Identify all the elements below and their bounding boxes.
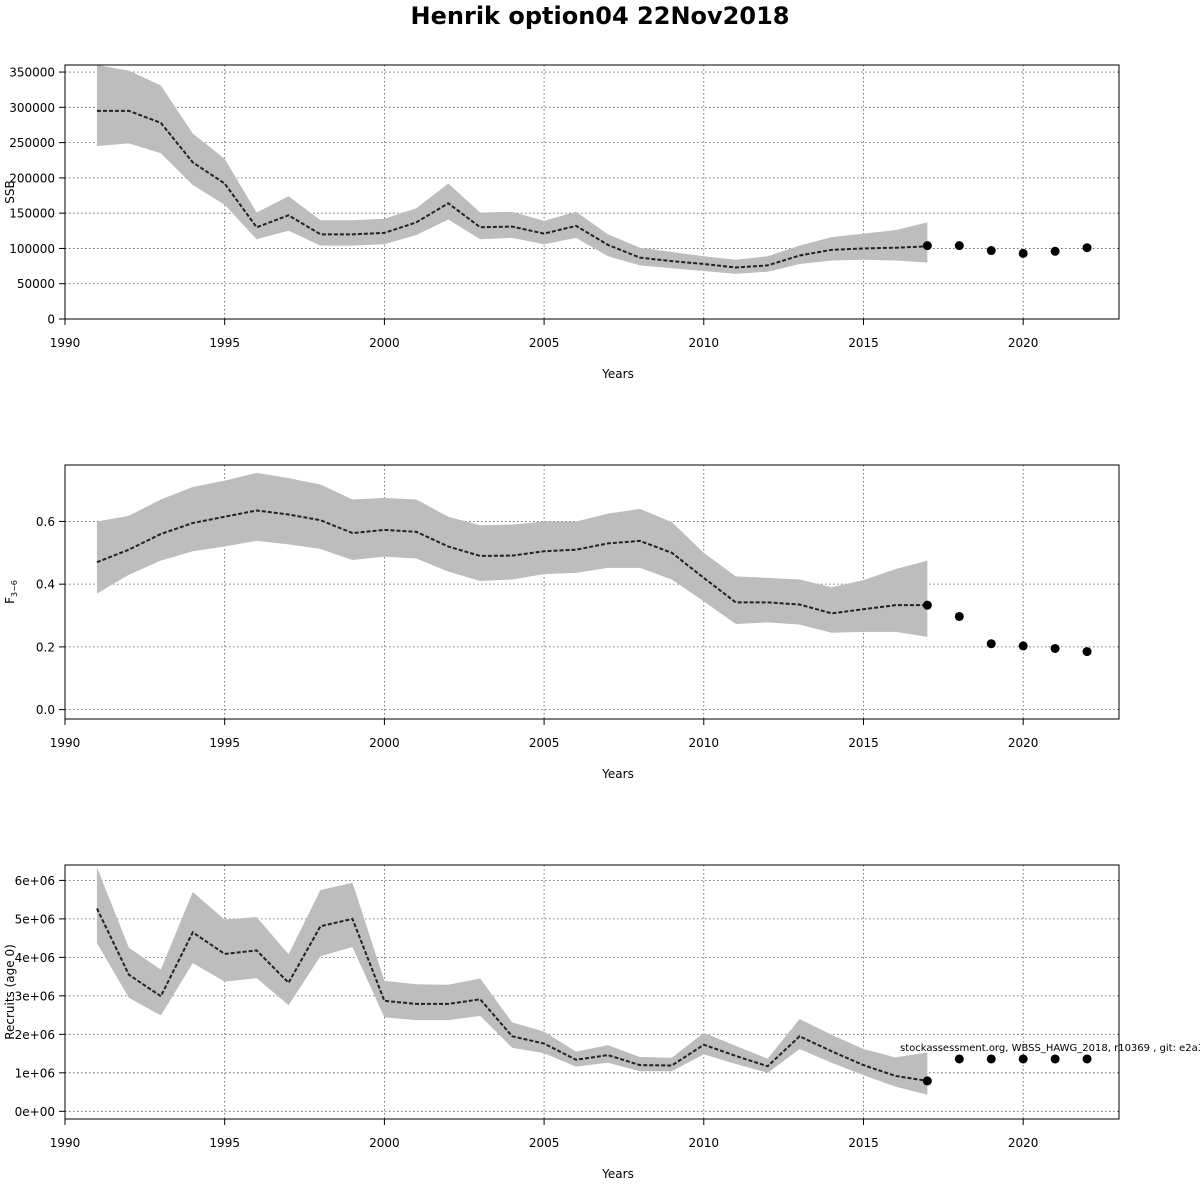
ssb-y-tick-label-1: 50000 <box>17 277 55 291</box>
recruits-confidence-band <box>96 867 928 1095</box>
ssb-x-tick-label-1990: 1990 <box>50 336 81 350</box>
f-y-axis-title: F3−6 <box>3 580 19 604</box>
recruits-x-tick-label-2005: 2005 <box>529 1136 560 1150</box>
ssb-confidence-band <box>96 65 928 274</box>
recruits-plot-frame <box>64 864 1120 1120</box>
f-y-axis-title-subscript: 3−6 <box>10 580 19 597</box>
recruits-x-tick-label-2000: 2000 <box>369 1136 400 1150</box>
f-forecast-point-2019 <box>986 639 996 649</box>
ssb-estimate-line <box>96 109 928 269</box>
recruits-x-tick-label-2015: 2015 <box>848 1136 879 1150</box>
f-y-tick-label-3: 0.6 <box>36 515 55 529</box>
ssb-y-tick-label-5: 250000 <box>9 136 55 150</box>
ssb-x-tick-label-2005: 2005 <box>529 336 560 350</box>
recruits-estimate-line <box>96 908 928 1082</box>
ssb-y-tick-label-6: 300000 <box>9 101 55 115</box>
recruits-x-axis-title: Years <box>601 1167 634 1181</box>
ssb-panel: 1990 1995 2000 2005 2010 2015 2020 0 50000 100000… <box>3 64 1120 381</box>
ssb-forecast-point-2017 <box>922 241 932 251</box>
ssb-forecast-point-2019 <box>986 246 996 256</box>
f-x-tick-label-1995: 1995 <box>209 736 240 750</box>
recruits-forecast-point-2020 <box>1018 1054 1028 1064</box>
recruits-x-tick-label-1990: 1990 <box>50 1136 81 1150</box>
recruits-forecast-point-2021 <box>1050 1054 1060 1064</box>
ssb-x-tick-label-2015: 2015 <box>848 336 879 350</box>
recruits-forecast-point-2022 <box>1082 1054 1092 1064</box>
recruits-y-tick-label-1: 1e+06 <box>15 1066 55 1080</box>
f-plot-frame <box>64 464 1120 720</box>
f-x-axis-title: Years <box>601 767 634 781</box>
ssb-forecast-point-2021 <box>1050 246 1060 256</box>
f-estimate-line <box>96 509 928 615</box>
f-x-tick-label-2005: 2005 <box>529 736 560 750</box>
f-forecast-point-2021 <box>1050 643 1060 653</box>
f-x-tick-label-1990: 1990 <box>50 736 81 750</box>
ssb-y-tick-label-4: 200000 <box>9 171 55 185</box>
recruits-x-tick-label-2010: 2010 <box>689 1136 720 1150</box>
ssb-y-axis-title: SSB <box>3 180 17 203</box>
recruits-forecast-point-2019 <box>986 1054 996 1064</box>
recruitment-panel: 1990 1995 2000 2005 2010 2015 2020 0e+00 1e+06 2e… <box>3 864 1120 1181</box>
recruits-x-tick-label-1995: 1995 <box>209 1136 240 1150</box>
ssb-y-tick-label-7: 350000 <box>9 66 55 80</box>
ssb-x-tick-label-2020: 2020 <box>1008 336 1039 350</box>
ssb-y-tick-label-2: 100000 <box>9 242 55 256</box>
ssb-x-tick-label-1995: 1995 <box>209 336 240 350</box>
recruits-y-tick-label-2: 2e+06 <box>15 1028 55 1042</box>
ssb-forecast-point-2020 <box>1018 248 1028 258</box>
f-x-tick-label-2020: 2020 <box>1008 736 1039 750</box>
ssb-forecast-point-2022 <box>1082 243 1092 253</box>
f-x-tick-label-2015: 2015 <box>848 736 879 750</box>
recruits-forecast-point-2018 <box>954 1054 964 1064</box>
recruits-y-tick-label-4: 4e+06 <box>15 951 55 965</box>
ssb-x-tick-label-2000: 2000 <box>369 336 400 350</box>
recruits-y-tick-label-5: 5e+06 <box>15 912 55 926</box>
ssb-x-axis-title: Years <box>601 367 634 381</box>
f-y-tick-label-0: 0.0 <box>36 703 55 717</box>
f-forecast-point-2020 <box>1018 641 1028 651</box>
f-forecast-point-2022 <box>1082 647 1092 657</box>
recruits-forecast-point-2017 <box>922 1076 932 1086</box>
f-forecast-point-2017 <box>922 600 932 610</box>
ssb-forecast-point-2018 <box>954 241 964 251</box>
recruits-y-tick-label-0: 0e+00 <box>15 1105 55 1119</box>
ssb-y-tick-label-0: 0 <box>47 313 55 327</box>
f-x-tick-label-2000: 2000 <box>369 736 400 750</box>
page-title: Henrik option04 22Nov2018 <box>410 2 790 30</box>
f-forecast-point-2018 <box>954 611 964 621</box>
f-x-tick-label-2010: 2010 <box>689 736 720 750</box>
recruits-x-tick-label-2020: 2020 <box>1008 1136 1039 1150</box>
f-y-tick-label-2: 0.4 <box>36 578 55 592</box>
recruits-y-tick-label-6: 6e+06 <box>15 874 55 888</box>
recruits-y-axis-title: Recruits (age 0) <box>3 944 17 1040</box>
ssb-y-tick-label-3: 150000 <box>9 207 55 221</box>
f-y-tick-label-1: 0.2 <box>36 640 55 654</box>
ssb-plot-frame <box>64 64 1120 320</box>
recruits-y-tick-label-3: 3e+06 <box>15 989 55 1003</box>
ssb-x-tick-label-2010: 2010 <box>689 336 720 350</box>
footer-note: stockassessment.org, WBSS_HAWG_2018, r10… <box>900 1043 1200 1054</box>
fishing-mortality-panel: 1990 1995 2000 2005 2010 2015 2020 0.0 0.2 0.4 0.6… <box>3 464 1120 781</box>
